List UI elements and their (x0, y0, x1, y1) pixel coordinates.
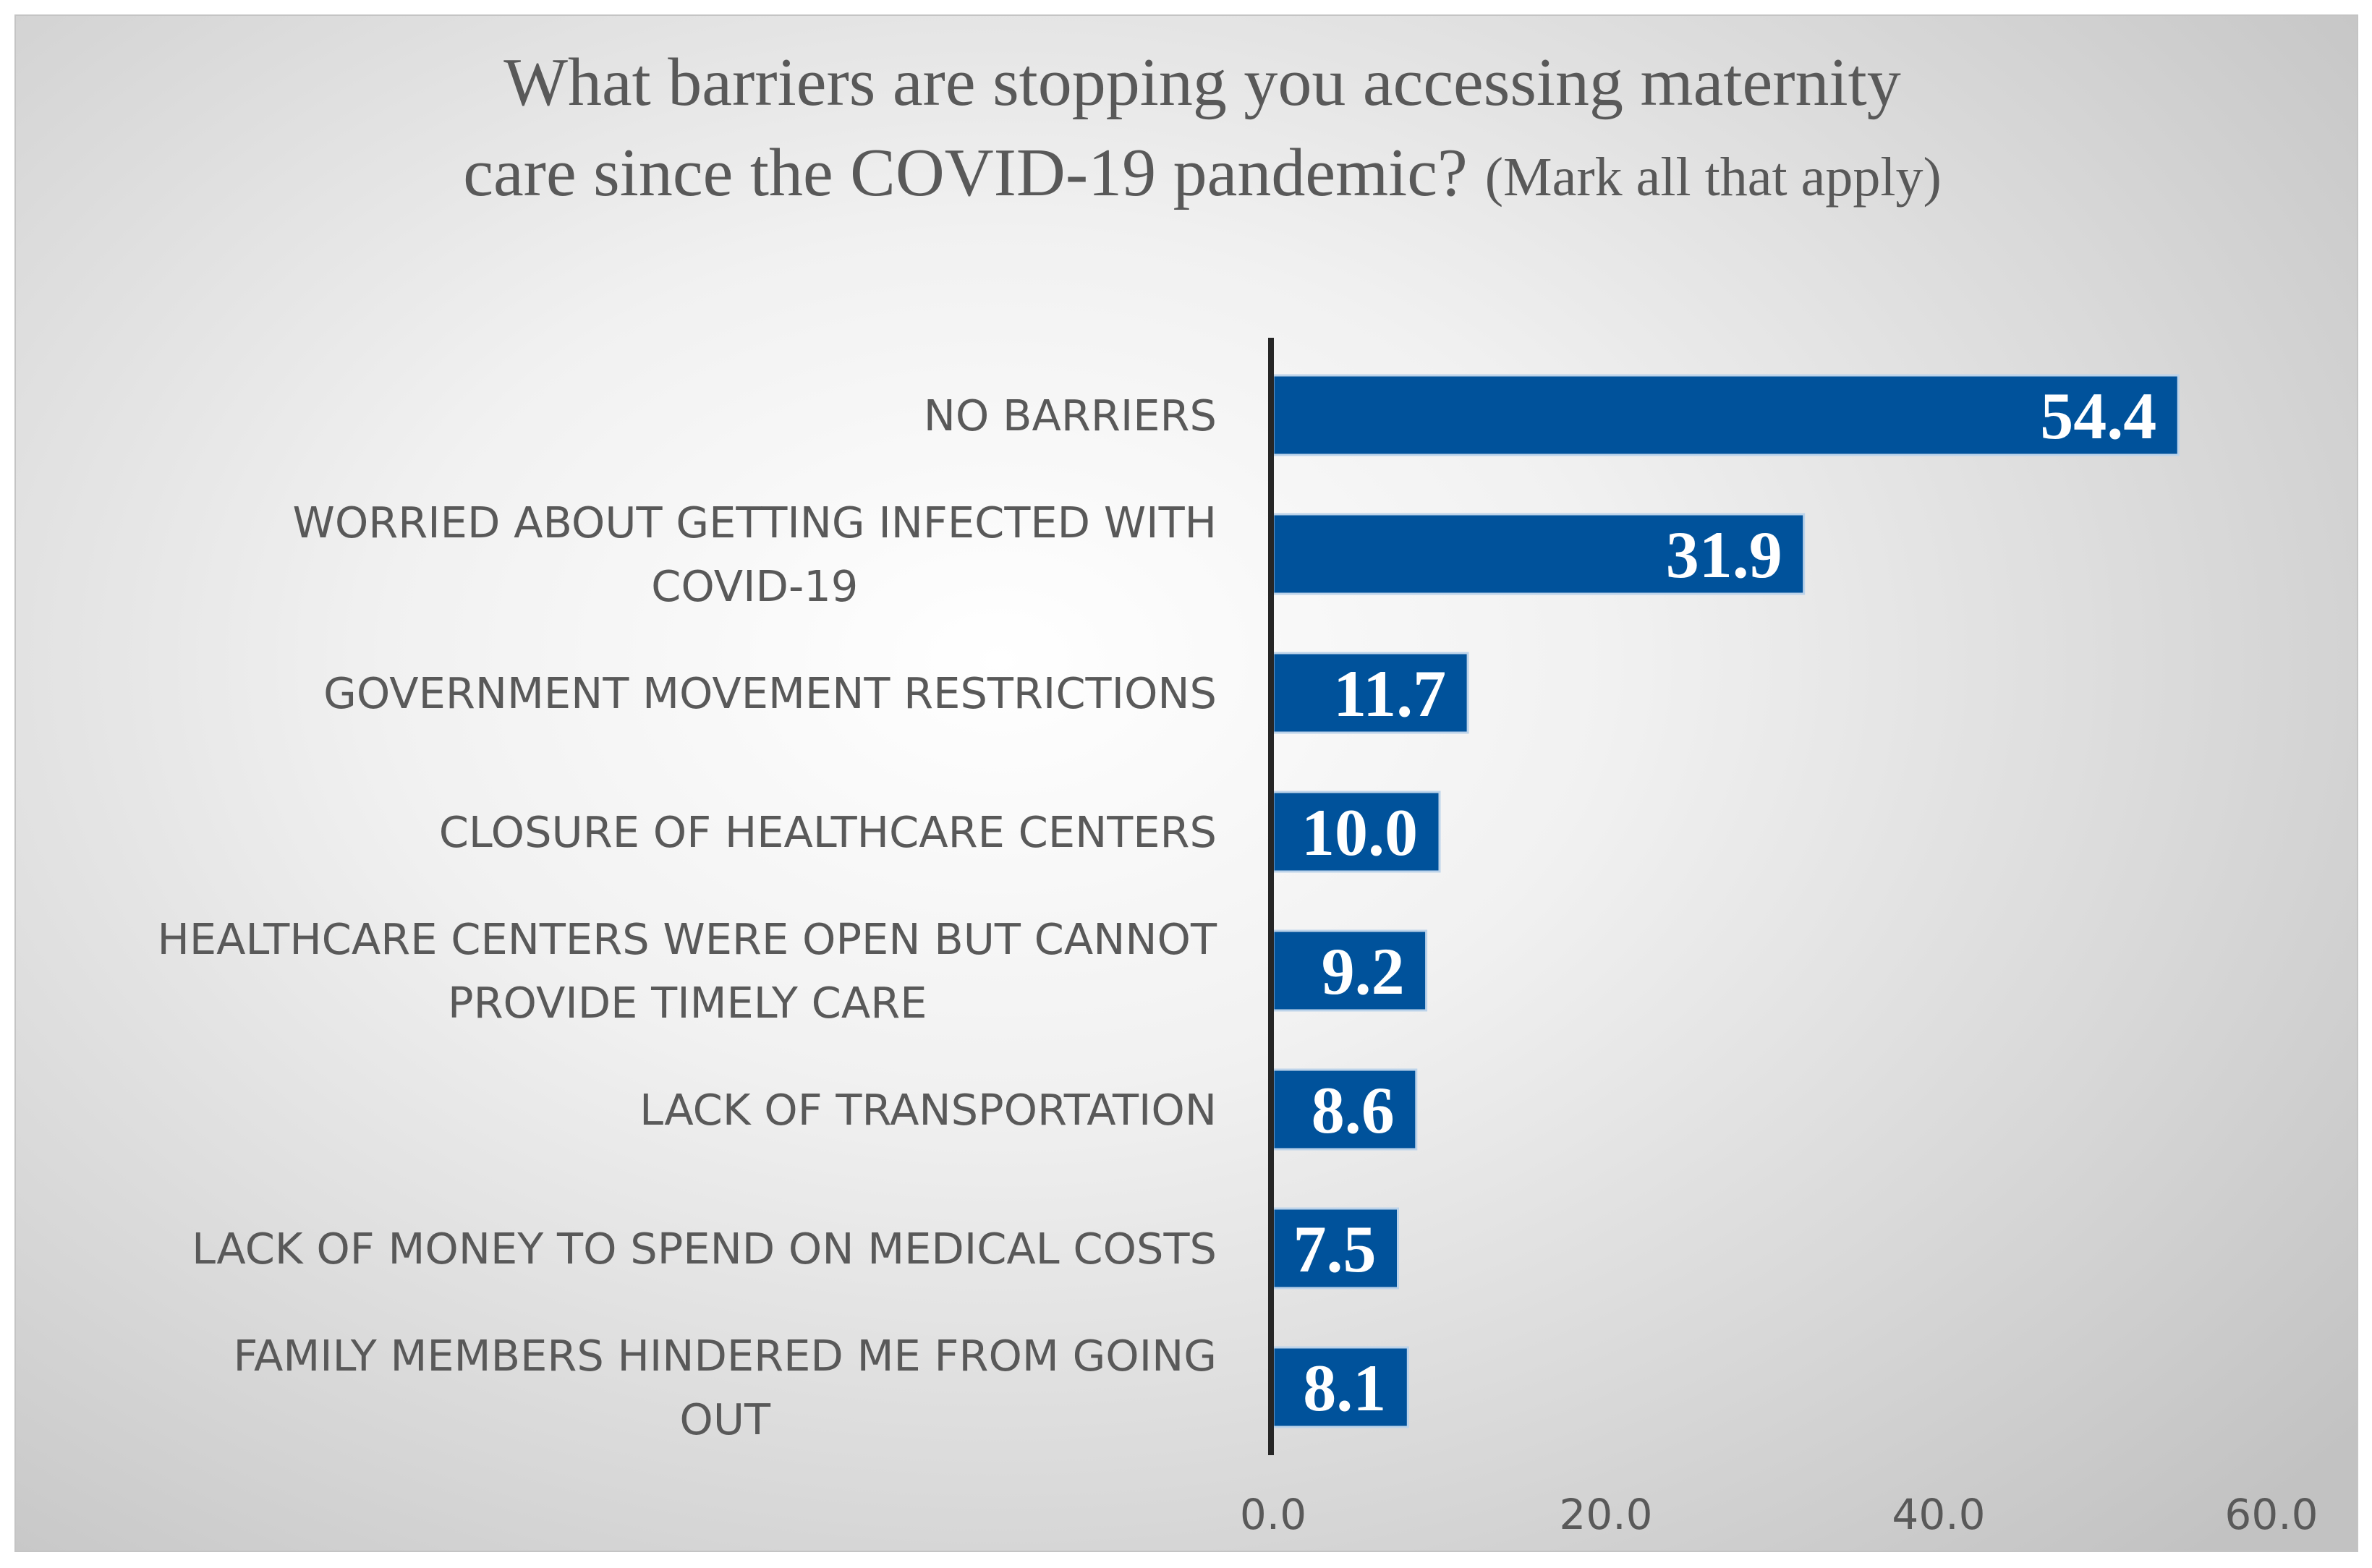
x-tick-label: 20.0 (1559, 1490, 1652, 1539)
data-label: 8.1 (1303, 1351, 1386, 1425)
title-note: (Mark all that apply) (1485, 147, 1942, 208)
data-labels: 54.4 31.9 11.7 10.0 9.2 8.6 7.5 8.1 (1293, 379, 2157, 1425)
category-label: OUT (679, 1394, 771, 1444)
category-label: WORRIED ABOUT GETTING INFECTED WITH (293, 498, 1217, 547)
bar (1272, 374, 2180, 456)
chart-title: What barriers are stopping you accessing… (463, 45, 1942, 210)
chart-frame: What barriers are stopping you accessing… (14, 14, 2358, 1552)
data-label: 7.5 (1293, 1212, 1377, 1286)
x-axis-ticks: 0.0 20.0 40.0 60.0 (1240, 1490, 2318, 1539)
bar (1272, 1207, 1399, 1290)
data-label: 10.0 (1301, 796, 1418, 869)
title-main-line-2: care since the COVID-19 pandemic? (463, 135, 1468, 210)
category-label: CLOSURE OF HEALTHCARE CENTERS (439, 807, 1217, 857)
x-tick-label: 60.0 (2224, 1490, 2318, 1539)
data-label: 54.4 (2040, 379, 2156, 453)
category-label: GOVERNMENT MOVEMENT RESTRICTIONS (323, 668, 1217, 718)
category-label: NO BARRIERS (924, 391, 1217, 440)
category-label: LACK OF TRANSPORTATION (639, 1085, 1217, 1135)
x-tick-label: 40.0 (1892, 1490, 1985, 1539)
bar (1272, 652, 1469, 734)
category-label: HEALTHCARE CENTERS WERE OPEN BUT CANNOT (158, 914, 1217, 964)
data-label: 31.9 (1666, 518, 1782, 592)
category-label: FAMILY MEMBERS HINDERED ME FROM GOING (233, 1331, 1217, 1381)
data-label: 8.6 (1312, 1073, 1395, 1147)
data-label: 11.7 (1333, 657, 1446, 730)
title-line-2: care since the COVID-19 pandemic? (Mark a… (463, 135, 1942, 210)
data-label: 9.2 (1322, 934, 1405, 1008)
category-label: COVID-19 (651, 561, 858, 611)
bar-chart: What barriers are stopping you accessing… (158, 45, 2318, 1539)
bar (1272, 513, 1806, 595)
title-line-1: What barriers are stopping you accessing… (503, 45, 1901, 120)
bars (1272, 374, 2180, 1428)
category-label: PROVIDE TIMELY CARE (448, 978, 927, 1028)
bar (1272, 791, 1441, 873)
category-label: LACK OF MONEY TO SPEND ON MEDICAL COSTS (192, 1224, 1217, 1274)
x-tick-label: 0.0 (1240, 1490, 1306, 1539)
bar (1272, 929, 1428, 1012)
category-labels: NO BARRIERS WORRIED ABOUT GETTING INFECTE… (158, 391, 1217, 1444)
